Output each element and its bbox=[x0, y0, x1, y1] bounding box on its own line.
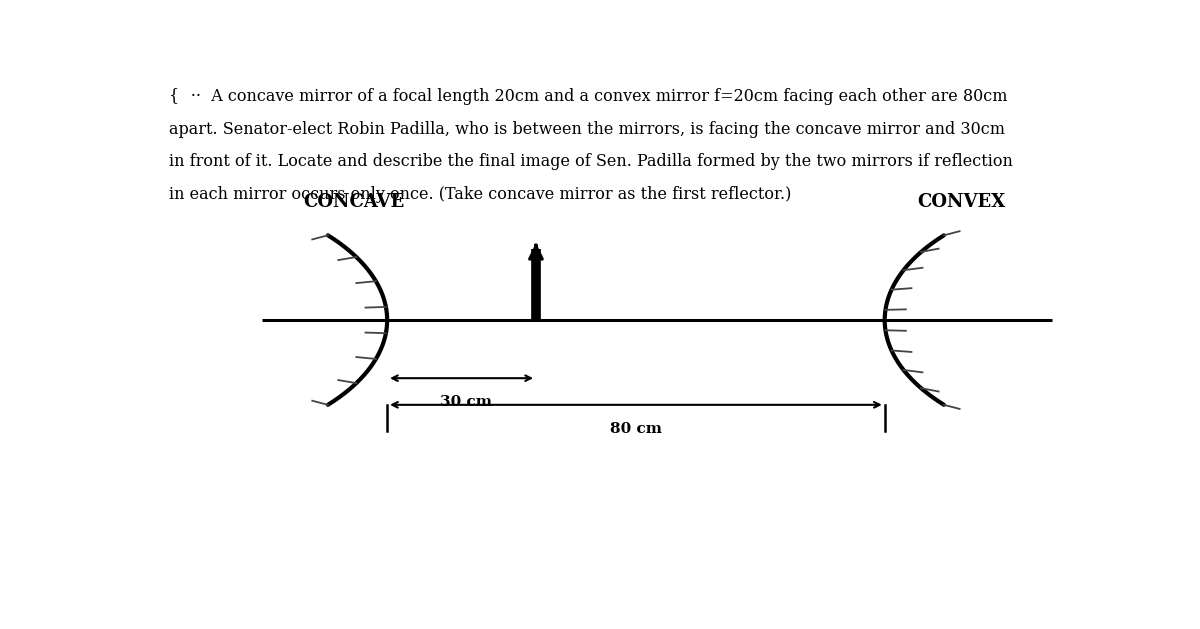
Text: 30 cm: 30 cm bbox=[440, 395, 492, 409]
Text: {   ··  A concave mirror of a focal length 20cm and a convex mirror f=20cm facin: { ·· A concave mirror of a focal length … bbox=[168, 87, 1007, 104]
Text: 80 cm: 80 cm bbox=[610, 422, 662, 436]
Text: apart. Senator-elect Robin Padilla, who is between the mirrors, is facing the co: apart. Senator-elect Robin Padilla, who … bbox=[168, 121, 1004, 138]
Text: CONCAVE: CONCAVE bbox=[304, 193, 404, 211]
Text: CONVEX: CONVEX bbox=[917, 193, 1006, 211]
Text: in front of it. Locate and describe the final image of Sen. Padilla formed by th: in front of it. Locate and describe the … bbox=[168, 153, 1013, 170]
Text: in each mirror occurs only once. (Take concave mirror as the first reflector.): in each mirror occurs only once. (Take c… bbox=[168, 186, 791, 203]
